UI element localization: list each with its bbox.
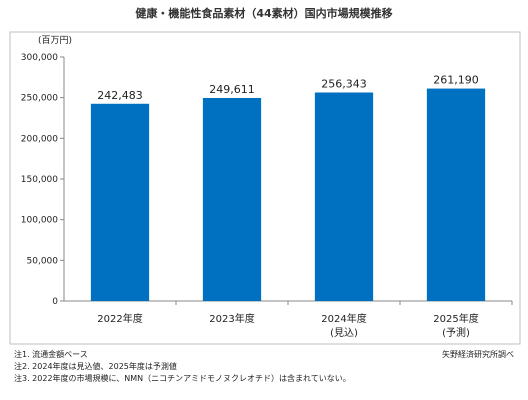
bar-series: 242,483 249,611 256,343 261,190 — [90, 74, 486, 302]
x-tick-sublabel: (予測) — [442, 326, 470, 339]
y-axis-unit: (百万円) — [38, 35, 72, 46]
note-3: 注3. 2022年度の市場規模に、NMN（ニコチンアミドモノヌクレオチド）は含ま… — [14, 374, 351, 383]
data-label: 249,611 — [209, 83, 255, 96]
y-tick-label: 200,000 — [21, 134, 58, 144]
y-tick-label: 300,000 — [21, 53, 58, 63]
x-axis-labels: 2022年度 2023年度 2024年度 (見込) 2025年度(予測) — [97, 301, 513, 339]
bar — [314, 92, 374, 301]
bar — [202, 97, 262, 301]
data-label: 261,190 — [433, 74, 479, 87]
source-credit: 矢野経済研究所調べ — [442, 350, 514, 359]
bar — [426, 88, 486, 302]
chart-title: 健康・機能性食品素材（44素材）国内市場規模推移 — [135, 6, 392, 20]
y-axis-ticks: 0 50,000 100,000 150,000 200,000 250,000 300,0… — [21, 53, 64, 307]
bar — [90, 103, 150, 302]
y-tick-label: 250,000 — [21, 94, 58, 104]
data-label: 256,343 — [321, 78, 367, 91]
y-tick-label: 150,000 — [21, 175, 58, 185]
data-label: 242,483 — [97, 89, 143, 102]
note-1: 注1. 流通金額ベース — [14, 350, 88, 359]
x-tick-label: 2023年度 — [209, 312, 254, 325]
y-tick-label: 100,000 — [21, 216, 58, 226]
x-tick-label: 2022年度 — [97, 312, 142, 325]
y-tick-label: 50,000 — [27, 256, 59, 266]
x-tick-sublabel: (見込) — [330, 327, 358, 339]
x-tick-label: 2024年度 — [321, 312, 366, 325]
note-2: 注2. 2024年度は見込値、2025年度は予測値 — [14, 362, 177, 371]
y-tick-label: 0 — [52, 297, 58, 307]
plot-frame — [9, 31, 521, 345]
x-tick-label: 2025年度 — [433, 312, 478, 325]
